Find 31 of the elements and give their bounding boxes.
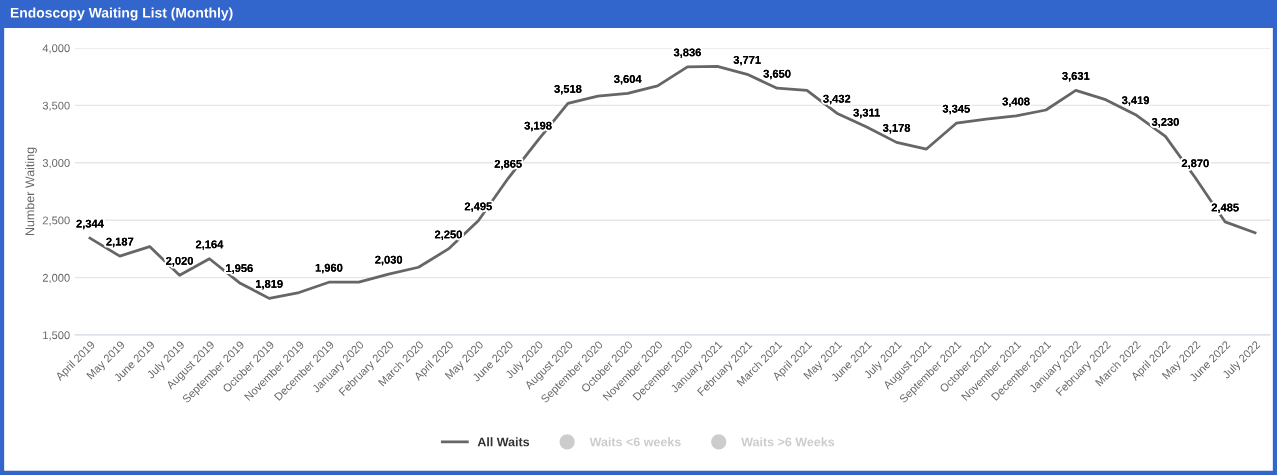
chart-title: Endoscopy Waiting List (Monthly) — [10, 7, 233, 21]
data-label: 1,956 — [226, 264, 253, 274]
data-label: 3,836 — [673, 48, 701, 58]
data-label: 2,250 — [434, 230, 462, 240]
y-tick-label: 2,000 — [42, 273, 70, 284]
data-label: 3,518 — [554, 84, 582, 95]
data-label: 2,344 — [76, 219, 104, 230]
data-label: 1,960 — [315, 263, 343, 274]
data-label: 1,819 — [255, 279, 283, 290]
y-tick-label: 3,500 — [42, 101, 70, 111]
legend-label: All Waits — [477, 437, 530, 447]
data-label: 3,432 — [823, 94, 851, 105]
data-label: 3,230 — [1151, 118, 1179, 128]
data-label: 2,030 — [375, 255, 403, 266]
data-label: 3,650 — [763, 69, 791, 80]
data-label: 3,345 — [942, 104, 970, 115]
data-label: 2,187 — [106, 237, 134, 248]
y-axis-title: Number Waiting — [25, 147, 37, 236]
data-label: 3,311 — [853, 108, 880, 119]
y-tick-label: 1,500 — [43, 331, 70, 341]
data-label: 3,408 — [1002, 97, 1030, 108]
data-label: 2,020 — [166, 256, 194, 267]
data-label: 3,631 — [1062, 71, 1090, 82]
y-tick-label: 3,000 — [42, 159, 70, 169]
data-label: 3,771 — [733, 55, 761, 66]
y-tick-label: 2,500 — [42, 216, 70, 226]
data-label: 3,604 — [614, 75, 642, 85]
data-label: 3,178 — [882, 123, 911, 134]
data-label: 3,419 — [1121, 96, 1150, 106]
y-tick-label: 4,000 — [42, 44, 70, 54]
data-label: 2,164 — [195, 240, 224, 250]
